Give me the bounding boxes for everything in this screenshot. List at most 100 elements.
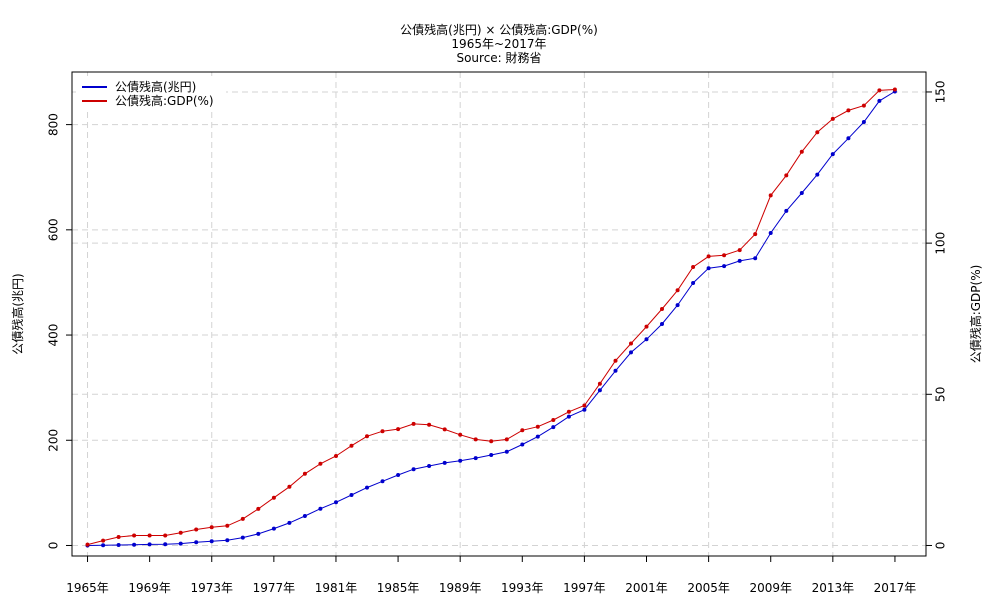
data-point-gdp-ratio <box>799 149 804 154</box>
x-tick-label: 1993年 <box>501 581 544 595</box>
data-point-debt <box>799 191 804 195</box>
data-point-debt <box>582 407 587 412</box>
y-right-tick-label: 150 <box>934 81 948 104</box>
y-axis-right-label: 公債残高:GDP(%) <box>968 265 983 364</box>
data-point-debt <box>644 337 649 342</box>
data-point-gdp-ratio <box>768 193 773 198</box>
data-point-debt <box>861 120 866 124</box>
data-point-debt <box>489 453 494 457</box>
data-point-debt <box>318 506 323 511</box>
data-point-gdp-ratio <box>132 533 137 538</box>
data-point-gdp-ratio <box>830 116 835 121</box>
legend: 公債残高(兆円) 公債残高:GDP(%) <box>76 76 226 110</box>
data-point-debt <box>722 264 727 269</box>
data-point-gdp-ratio <box>597 381 602 386</box>
data-point-debt <box>535 434 540 439</box>
series-layer <box>85 87 897 548</box>
data-point-gdp-ratio <box>473 437 478 442</box>
data-point-debt <box>147 542 152 547</box>
x-tick-label: 2005年 <box>687 581 730 595</box>
y-left-tick-label: 600 <box>47 218 61 241</box>
data-point-debt <box>209 539 214 544</box>
data-point-debt <box>442 460 447 465</box>
y-left-tick-label: 200 <box>47 429 61 452</box>
data-point-gdp-ratio <box>675 288 680 293</box>
data-point-gdp-ratio <box>877 88 882 93</box>
data-point-debt <box>365 485 369 490</box>
data-point-debt <box>753 256 758 261</box>
data-point-gdp-ratio <box>520 428 525 433</box>
data-point-debt <box>566 414 571 419</box>
x-tick-label: 1969年 <box>128 581 171 595</box>
x-tick-label: 1973年 <box>190 581 233 595</box>
data-point-debt <box>675 303 680 308</box>
data-point-debt <box>240 535 245 540</box>
data-point-debt <box>551 425 556 430</box>
data-point-debt <box>194 540 199 545</box>
data-point-gdp-ratio <box>737 248 742 253</box>
data-point-gdp-ratio <box>85 542 90 547</box>
y-left-tick-label: 400 <box>47 324 61 347</box>
data-point-debt <box>473 456 478 461</box>
data-point-debt <box>504 449 509 454</box>
data-point-debt <box>706 266 711 271</box>
data-point-gdp-ratio <box>458 432 463 437</box>
data-point-gdp-ratio <box>535 424 540 429</box>
data-point-debt <box>178 541 183 546</box>
data-point-debt <box>271 526 276 531</box>
x-tick-label: 2013年 <box>812 581 855 595</box>
chart-source: Source: 財務省 <box>456 50 541 65</box>
x-tick-label: 2001年 <box>625 581 668 595</box>
x-tick-label: 1981年 <box>315 581 358 595</box>
x-tick-label: 1965年 <box>66 581 109 595</box>
data-point-gdp-ratio <box>629 341 633 346</box>
data-point-debt <box>660 322 664 326</box>
data-point-gdp-ratio <box>861 103 866 108</box>
data-point-debt <box>302 514 307 518</box>
data-point-gdp-ratio <box>147 533 152 538</box>
data-point-debt <box>830 152 835 157</box>
data-point-gdp-ratio <box>240 516 245 521</box>
data-point-gdp-ratio <box>396 427 401 432</box>
data-point-debt <box>768 231 773 235</box>
data-point-gdp-ratio <box>815 130 820 135</box>
data-point-gdp-ratio <box>846 108 851 113</box>
data-point-gdp-ratio <box>892 87 897 92</box>
data-point-debt <box>287 520 292 525</box>
data-point-gdp-ratio <box>566 409 571 414</box>
data-point-debt <box>163 542 168 547</box>
data-point-gdp-ratio <box>644 324 649 329</box>
data-point-gdp-ratio <box>582 403 587 408</box>
data-point-gdp-ratio <box>784 173 789 178</box>
data-point-debt <box>877 98 882 103</box>
data-point-gdp-ratio <box>287 484 292 489</box>
data-point-debt <box>225 538 230 543</box>
y-left-tick-label: 800 <box>47 113 61 136</box>
data-point-gdp-ratio <box>442 427 447 432</box>
plot-border <box>71 71 927 557</box>
chart-title: 公債残高(兆円) × 公債残高:GDP(%) <box>400 22 598 37</box>
chart-titles: 公債残高(兆円) × 公債残高:GDP(%) 1965年~2017年 Sourc… <box>400 22 598 65</box>
data-point-debt <box>427 464 432 468</box>
data-point-gdp-ratio <box>116 535 121 539</box>
data-point-gdp-ratio <box>411 421 416 426</box>
x-tick-label: 2009年 <box>749 581 792 595</box>
series-line-gdp-ratio <box>87 89 895 546</box>
x-tick-label: 1977年 <box>253 581 296 595</box>
data-point-gdp-ratio <box>209 525 214 530</box>
data-point-debt <box>334 500 338 505</box>
data-point-gdp-ratio <box>551 418 556 422</box>
data-point-gdp-ratio <box>225 523 230 528</box>
data-point-gdp-ratio <box>722 253 727 258</box>
data-point-gdp-ratio <box>427 422 432 427</box>
data-point-debt <box>349 493 354 497</box>
data-point-debt <box>737 258 742 263</box>
data-point-debt <box>411 467 416 472</box>
data-point-debt <box>256 531 261 536</box>
data-point-debt <box>691 281 696 285</box>
data-point-gdp-ratio <box>271 495 276 500</box>
x-tick-label: 1989年 <box>439 581 482 595</box>
legend-label-gdp-ratio: 公債残高:GDP(%) <box>115 93 214 108</box>
legend-box <box>76 76 226 110</box>
